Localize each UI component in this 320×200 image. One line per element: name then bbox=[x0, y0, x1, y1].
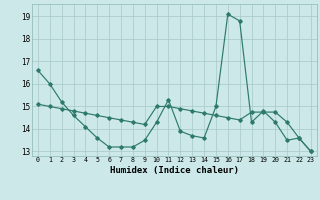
X-axis label: Humidex (Indice chaleur): Humidex (Indice chaleur) bbox=[110, 166, 239, 175]
